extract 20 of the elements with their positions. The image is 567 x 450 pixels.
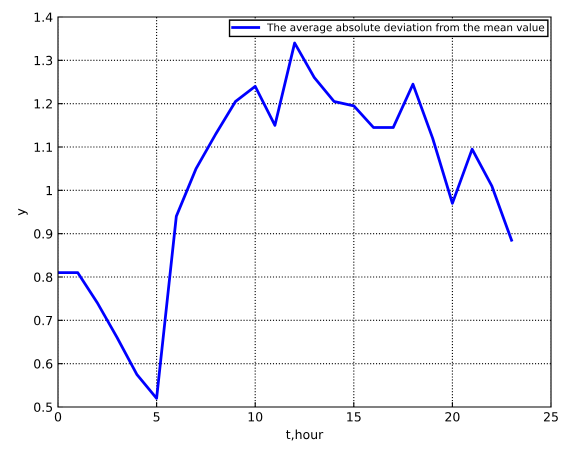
- x-axis-title: t,hour: [286, 430, 324, 440]
- x-tick-label: 5: [154, 412, 160, 422]
- y-tick-label: 0.5: [34, 402, 52, 412]
- y-tick-label: 0.8: [34, 272, 52, 282]
- y-tick-label: 0.7: [34, 316, 52, 326]
- y-tick-label: 0.6: [34, 359, 52, 369]
- y-tick-label: 1.2: [34, 99, 52, 108]
- y-tick-label: 1: [46, 186, 52, 196]
- y-axis-title: y: [18, 208, 28, 216]
- y-tick-label: 1.3: [34, 56, 52, 66]
- x-tick-label: 25: [544, 412, 558, 422]
- x-tick-label: 10: [248, 412, 262, 422]
- x-tick-label: 20: [445, 412, 460, 422]
- y-tick-label: 1.4: [34, 12, 52, 22]
- legend-label: The average absolute deviation from the mean value: [267, 23, 544, 34]
- x-tick-label: 15: [347, 412, 361, 422]
- y-tick-label: 1.1: [34, 142, 52, 152]
- y-tick-label: 0.9: [34, 229, 52, 239]
- x-tick-label: 0: [54, 412, 62, 422]
- line-series: [58, 42, 513, 400]
